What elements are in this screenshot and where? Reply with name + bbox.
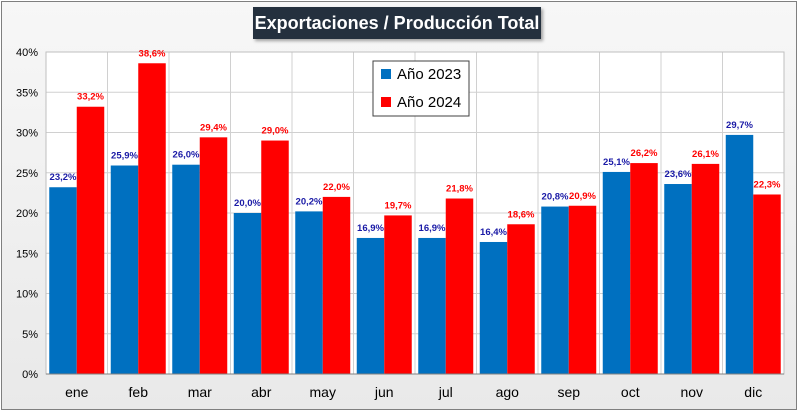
bar-2023-oct <box>602 171 631 374</box>
y-tick-label: 0% <box>22 369 38 381</box>
data-label-2023-ago: 16,4% <box>480 227 507 238</box>
axes: 0% 5% 10% 15% 20% 25% 30% 35% 40% ene feb mar abr may… <box>16 47 784 400</box>
x-tick-label: abr <box>251 384 272 400</box>
data-label-2024-jul: 21,8% <box>446 184 473 195</box>
x-tick-label: mar <box>188 384 212 400</box>
data-label-2024-abr: 29,0% <box>262 126 289 137</box>
x-tick-label: dic <box>744 384 762 400</box>
bar-2024-nov <box>691 163 720 374</box>
data-label-2024-ene: 33,2% <box>77 92 104 103</box>
bar-2024-dic <box>753 194 781 374</box>
bar-2023-mar <box>172 164 200 374</box>
data-label-2024-nov: 26,1% <box>692 149 719 160</box>
y-tick-label: 5% <box>22 329 38 341</box>
data-label-2024-dic: 22,3% <box>754 179 781 190</box>
data-label-2023-dic: 29,7% <box>726 120 753 131</box>
y-tick-label: 35% <box>16 87 38 99</box>
bar-2023-jun <box>356 237 385 374</box>
y-tick-label: 10% <box>16 289 38 301</box>
legend: Año 2023 Año 2024 <box>372 60 470 117</box>
data-label-2023-oct: 25,1% <box>603 157 630 168</box>
bar-2024-feb <box>138 63 166 375</box>
x-tick-label: oct <box>621 384 640 400</box>
x-tick-label: may <box>310 384 336 400</box>
x-tick-label: jul <box>438 384 453 400</box>
data-label-2024-ago: 18,6% <box>508 209 535 220</box>
y-tick-label: 30% <box>16 128 38 140</box>
data-labels: 23,2% 33,2% 25,9% 38,6% 26,0% 29,4% 20,0% 29,0%… <box>50 48 781 238</box>
y-tick-label: 25% <box>16 168 38 180</box>
y-tick-label: 40% <box>16 47 38 59</box>
x-tick-label: ago <box>496 384 520 400</box>
bar-2024-ene <box>76 106 105 375</box>
x-tick-label: nov <box>680 384 703 400</box>
data-label-2023-mar: 26,0% <box>173 150 200 161</box>
data-label-2023-jun: 16,9% <box>357 223 384 234</box>
bar-2024-ago <box>507 224 535 374</box>
bar-2023-sep <box>541 206 569 374</box>
chart-title: Exportaciones / Producción Total <box>253 7 541 39</box>
legend-swatch-2024 <box>381 97 391 107</box>
bars <box>49 63 781 375</box>
legend-label-2024: Año 2024 <box>397 94 461 111</box>
x-tick-label: jun <box>374 384 394 400</box>
data-label-2023-nov: 23,6% <box>665 169 692 180</box>
bar-2024-sep <box>568 205 597 374</box>
bar-2024-jul <box>445 198 474 374</box>
data-label-2023-may: 20,2% <box>296 196 323 207</box>
legend-swatch-2023 <box>381 69 391 79</box>
data-label-2023-sep: 20,8% <box>542 192 569 203</box>
bar-2024-mar <box>199 137 228 374</box>
bar-2023-nov <box>664 184 692 374</box>
y-tick-label: 20% <box>16 208 38 220</box>
x-tick-label: feb <box>129 384 149 400</box>
bar-2024-jun <box>384 215 412 374</box>
bar-2023-feb <box>110 165 139 374</box>
data-label-2024-may: 22,0% <box>323 182 350 193</box>
bar-2024-oct <box>630 163 658 374</box>
x-tick-label: ene <box>65 384 89 400</box>
legend-label-2023: Año 2023 <box>397 66 461 83</box>
data-label-2024-feb: 38,6% <box>139 48 166 59</box>
bar-2024-abr <box>261 140 289 374</box>
bar-2023-dic <box>725 134 754 374</box>
data-label-2023-ene: 23,2% <box>50 172 77 183</box>
bar-2023-abr <box>233 213 262 374</box>
data-label-2024-jun: 19,7% <box>385 200 412 211</box>
bar-2024-may <box>322 196 351 374</box>
bar-2023-ene <box>49 187 77 374</box>
data-label-2024-oct: 26,2% <box>631 148 658 159</box>
y-tick-label: 15% <box>16 248 38 260</box>
data-label-2024-mar: 29,4% <box>200 122 227 133</box>
x-tick-label: sep <box>557 384 580 400</box>
bar-2023-ago <box>479 241 508 374</box>
data-label-2024-sep: 20,9% <box>569 191 596 202</box>
data-label-2023-jul: 16,9% <box>419 223 446 234</box>
bar-2023-may <box>295 211 323 374</box>
bar-2023-jul <box>418 237 446 374</box>
data-label-2023-feb: 25,9% <box>111 151 138 162</box>
data-label-2023-abr: 20,0% <box>234 198 261 209</box>
